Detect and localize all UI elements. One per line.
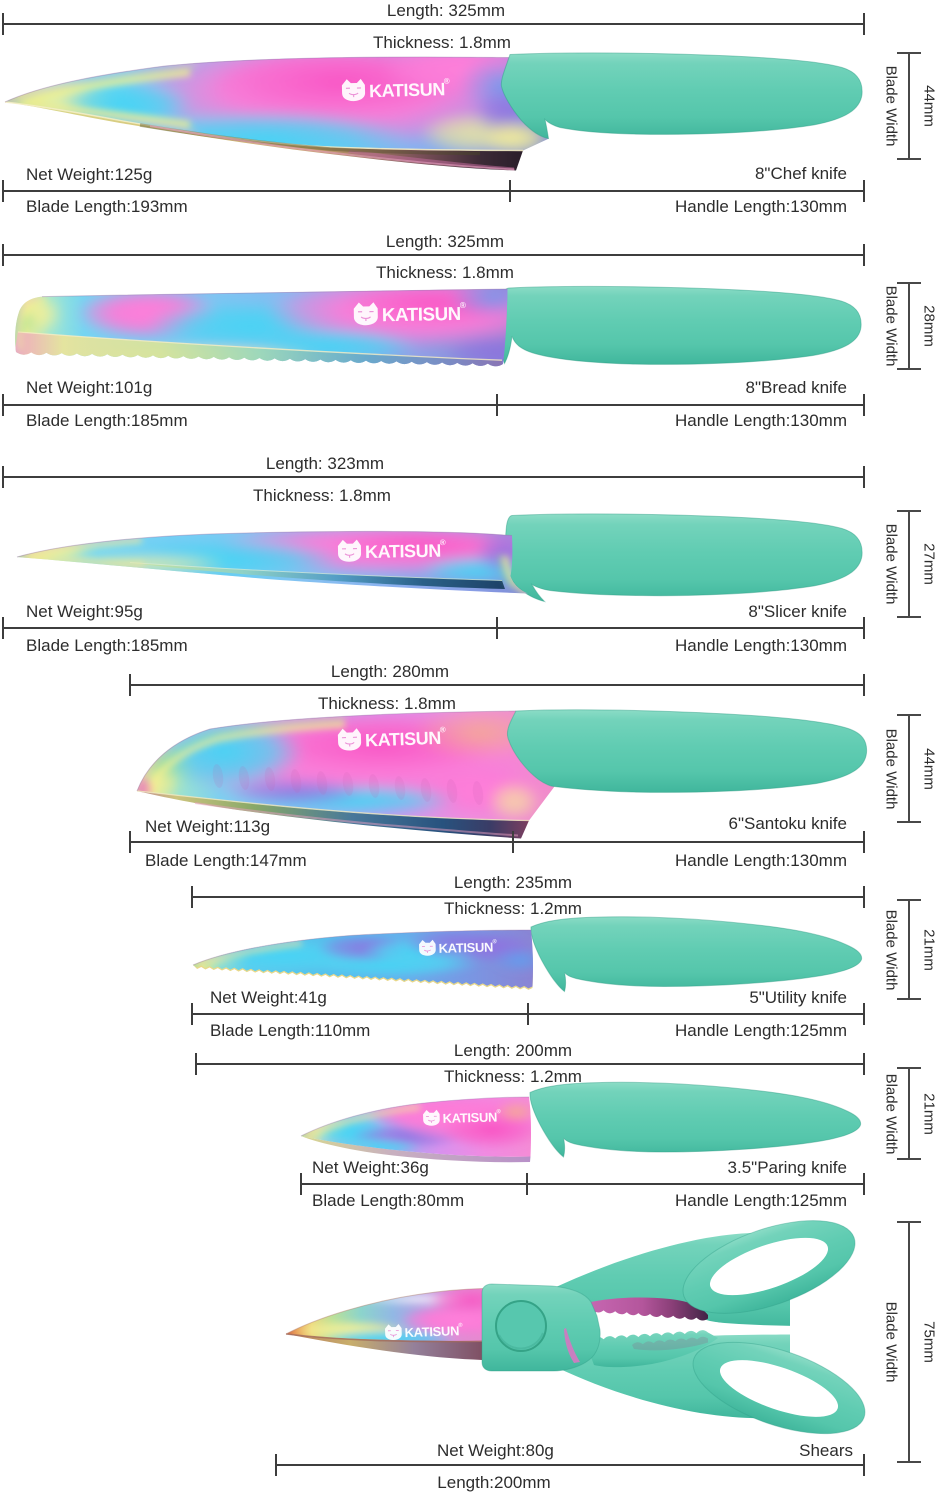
svg-text:®: ® bbox=[458, 1322, 463, 1329]
svg-text:®: ® bbox=[440, 725, 446, 734]
svg-text:KATISUN: KATISUN bbox=[438, 939, 493, 955]
svg-text:KATISUN: KATISUN bbox=[442, 1109, 497, 1125]
svg-text:®: ® bbox=[460, 300, 466, 310]
svg-text:KATISUN: KATISUN bbox=[382, 303, 461, 325]
svg-text:KATISUN: KATISUN bbox=[404, 1323, 459, 1340]
svg-text:KATISUN: KATISUN bbox=[365, 728, 442, 751]
svg-text:KATISUN: KATISUN bbox=[369, 79, 445, 101]
svg-text:®: ® bbox=[440, 538, 446, 547]
svg-text:®: ® bbox=[492, 938, 497, 945]
svg-text:KATISUN: KATISUN bbox=[365, 541, 441, 562]
svg-text:®: ® bbox=[496, 1108, 501, 1115]
svg-text:®: ® bbox=[444, 77, 450, 86]
